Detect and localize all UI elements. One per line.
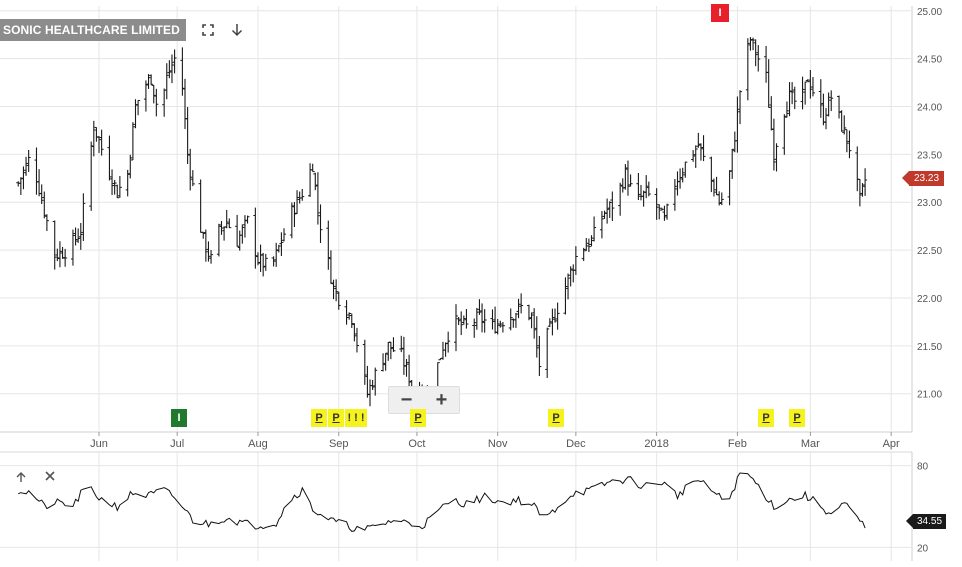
date-tick-label: Sep (329, 438, 349, 450)
insider-buy-marker[interactable]: I (171, 409, 187, 427)
zoom-in-button[interactable]: + (435, 388, 448, 411)
earnings-marker[interactable]: P (328, 409, 344, 427)
gridlines (0, 6, 913, 561)
oscillator-tick-label: 80 (917, 462, 929, 473)
date-tick-label: Oct (408, 438, 425, 450)
close-icon[interactable] (41, 467, 59, 485)
oscillator-value-label: 34.55 (906, 514, 946, 529)
price-tick-label: 21.00 (917, 390, 942, 401)
oscillator-tick-label: 20 (917, 543, 929, 554)
insider-sell-marker[interactable]: I (711, 4, 729, 22)
date-tick-label: Mar (801, 438, 820, 450)
date-tick-label: 2018 (644, 438, 668, 450)
date-axis: Jun Jul Aug Sep Oct Nov Dec 2018 Feb Mar Apr (90, 432, 900, 450)
earnings-marker[interactable]: P (311, 409, 327, 427)
date-tick-label: Aug (248, 438, 268, 450)
date-tick-label: Nov (488, 438, 508, 450)
price-tick-label: 24.50 (917, 55, 942, 66)
oscillator-line (17, 472, 866, 532)
arrow-down-icon[interactable] (228, 21, 246, 39)
chart-title: SONIC HEALTHCARE LIMITED (0, 19, 186, 41)
zoom-out-button[interactable]: − (400, 388, 413, 411)
price-bars (16, 37, 868, 411)
price-tick-label: 25.00 (917, 7, 942, 18)
earnings-marker[interactable]: P (410, 409, 426, 427)
date-tick-label: Feb (728, 438, 747, 450)
price-tick-label: 22.50 (917, 246, 942, 257)
price-tick-label: 21.50 (917, 342, 942, 353)
date-tick-label: Jul (170, 438, 184, 450)
price-tick-label: 24.00 (917, 103, 942, 114)
date-tick-label: Jun (90, 438, 108, 450)
earnings-marker[interactable]: P (548, 409, 564, 427)
price-tick-label: 22.00 (917, 294, 942, 305)
earnings-marker[interactable]: P (789, 409, 805, 427)
price-tick-label: 23.00 (917, 198, 942, 209)
price-axis: 21.00 21.50 22.00 22.50 23.00 23.50 24.00 24.50… (917, 7, 942, 401)
alert-marker[interactable]: ! ! ! (345, 409, 367, 427)
earnings-marker[interactable]: P (758, 409, 774, 427)
expand-icon[interactable] (199, 21, 217, 39)
price-tick-label: 23.50 (917, 150, 942, 161)
date-tick-label: Dec (566, 438, 586, 450)
collapse-up-icon[interactable] (12, 468, 30, 486)
date-tick-label: Apr (883, 438, 900, 450)
last-price-label: 23.23 (902, 171, 944, 186)
